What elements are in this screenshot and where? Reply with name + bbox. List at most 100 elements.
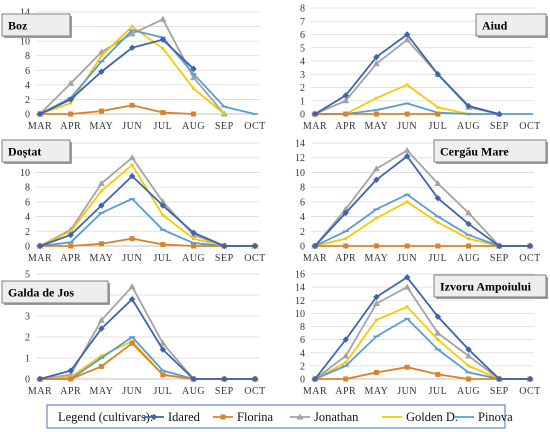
data-point: [129, 340, 135, 346]
panel-title: Cergău Mare: [440, 145, 509, 159]
data-point: [342, 209, 349, 217]
data-point: [190, 375, 197, 383]
x-tick-label: SEP: [215, 121, 234, 132]
data-point: [311, 375, 319, 383]
data-point: [160, 110, 166, 116]
data-point: [496, 375, 503, 383]
panel-title: Izvoru Ampoiului: [440, 280, 532, 294]
legend-item-label: Florina: [237, 410, 274, 424]
data-point: [311, 110, 319, 118]
data-point: [98, 108, 104, 114]
data-point: [191, 111, 197, 117]
y-tick-label: 8: [25, 51, 30, 62]
data-point: [403, 146, 411, 153]
data-point: [190, 74, 198, 81]
series-florina: [312, 111, 441, 117]
x-tick-label: OCT: [244, 253, 266, 264]
data-point: [403, 31, 411, 38]
y-tick-label: 8: [300, 183, 305, 194]
x-tick-label: SEP: [215, 253, 234, 264]
data-point: [372, 60, 380, 67]
panel-title: Doștat: [8, 145, 41, 160]
series-line: [314, 155, 530, 247]
series-idared: [36, 36, 197, 118]
y-tick-label: 5: [25, 270, 30, 281]
y-tick-label: 6: [25, 197, 30, 208]
y-tick-label: 14: [20, 8, 30, 19]
data-point: [68, 243, 74, 249]
data-point: [374, 96, 378, 100]
y-tick-label: 3: [25, 312, 30, 323]
panel-title-box: Doștat: [1, 139, 72, 164]
y-tick-label: 5: [300, 43, 305, 54]
x-tick-label: MAR: [28, 386, 52, 397]
data-point: [36, 110, 44, 118]
title-box: [1, 13, 71, 37]
data-point: [68, 376, 74, 382]
y-tick-label: 0: [25, 242, 30, 253]
series-golden-d: [313, 83, 501, 116]
legend-marker: [150, 413, 158, 421]
data-point: [99, 354, 103, 358]
data-point: [129, 236, 135, 242]
data-point: [67, 231, 74, 239]
y-tick-label: 2: [300, 227, 305, 238]
data-point: [342, 92, 349, 99]
series-idared: [36, 296, 259, 383]
x-tick-label: OCT: [519, 253, 541, 264]
legend-item-label: Golden D.: [406, 410, 458, 424]
data-point: [526, 375, 534, 383]
chart-panel-aiud: 0 1 2 3 4 5 6 7 8 MAR APR MAY JUN JUL AUG SEP OCT Aiud: [300, 4, 548, 132]
series-line: [39, 38, 195, 115]
x-tick-label: MAY: [89, 253, 113, 264]
data-point: [99, 54, 103, 58]
x-tick-label: MAR: [28, 253, 52, 264]
chart-panel-boz: 02468101214MARAPRMAYJUNJULAUGSEPOCTBoz: [1, 8, 265, 132]
data-point: [221, 375, 228, 383]
data-point: [343, 111, 349, 117]
y-tick-label: 3: [300, 70, 305, 81]
y-tick-label: 2: [300, 361, 305, 372]
series-line: [314, 317, 530, 380]
data-point: [405, 83, 409, 87]
data-point: [159, 346, 167, 353]
data-point: [98, 68, 105, 75]
y-tick-label: 8: [300, 322, 305, 333]
data-point: [160, 372, 166, 378]
data-point: [435, 111, 441, 117]
data-point: [221, 242, 228, 250]
data-point: [373, 176, 380, 183]
x-tick-label: APR: [60, 253, 81, 264]
series-jonathan: [311, 36, 503, 117]
data-point: [191, 243, 197, 249]
x-tick-label: APR: [335, 386, 356, 397]
data-point: [496, 110, 503, 118]
data-point: [98, 202, 105, 209]
data-point: [130, 163, 134, 167]
data-point: [436, 338, 440, 342]
y-tick-label: 4: [25, 80, 30, 91]
data-point: [373, 53, 380, 61]
y-tick-label: 14: [295, 283, 305, 294]
x-tick-label: JUL: [428, 386, 447, 397]
panel-title: Galda de Jos: [8, 286, 74, 300]
x-tick-label: MAR: [28, 121, 52, 132]
data-point: [436, 220, 440, 224]
data-point: [434, 313, 442, 320]
data-point: [190, 65, 197, 73]
chart-panel-izvoru-ampoiului: 0 2 4 6 8 10 12 14 16 MAR APR MAY JUN JUL AUG SEP OCT Izv…: [295, 270, 548, 397]
y-tick-label: 2: [25, 227, 30, 238]
data-point: [343, 376, 349, 382]
x-tick-label: SEP: [490, 121, 509, 132]
data-point: [404, 364, 410, 370]
series-line: [315, 366, 530, 380]
x-tick-label: OCT: [244, 386, 266, 397]
data-point: [435, 243, 441, 249]
data-point: [405, 200, 409, 204]
panel-title-box: Izvoru Ampoiului: [433, 274, 548, 299]
data-point: [465, 102, 472, 110]
legend-label: Legend (cultivars):: [58, 410, 153, 424]
data-point: [373, 243, 379, 249]
data-point: [128, 30, 136, 37]
series-golden-d: [313, 305, 532, 381]
